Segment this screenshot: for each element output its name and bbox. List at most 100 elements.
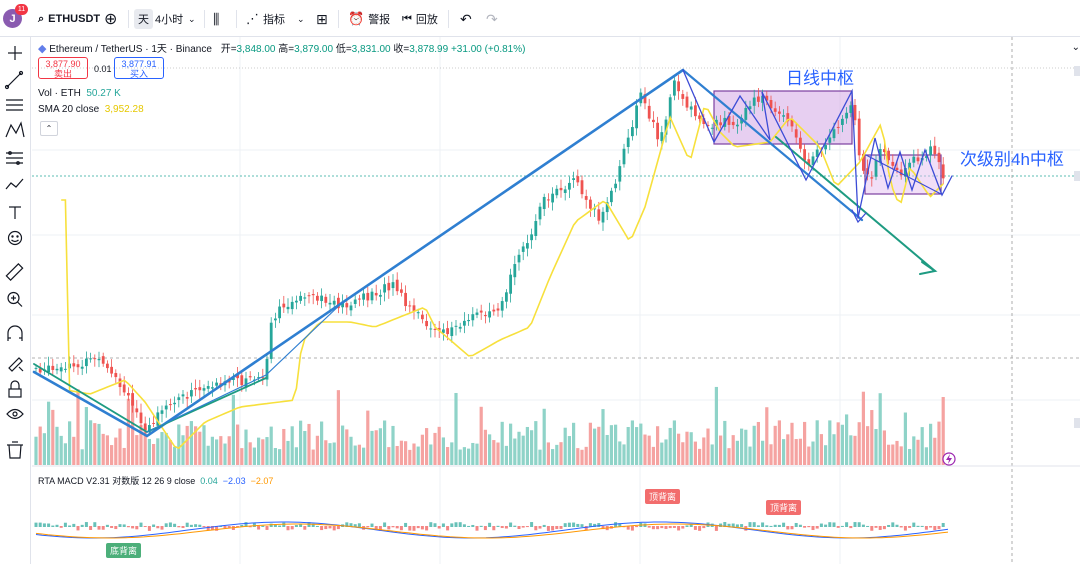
macd-histogram-bar [194,524,198,527]
volume-bar [941,397,945,465]
indicators-dropdown[interactable]: ⌄ [297,13,305,24]
volume-bar [626,427,630,465]
crosshair-icon[interactable] [8,46,22,60]
macd-histogram-bar [874,526,878,528]
analysis-drawings[interactable] [32,68,953,438]
volume-bar [622,444,626,465]
candle-body [269,322,273,359]
fib-icon[interactable] [6,151,23,165]
eye-icon[interactable] [6,408,24,420]
macd-histogram-bar [941,522,945,527]
text-icon[interactable] [9,206,21,219]
trash-icon[interactable] [7,441,23,459]
volume-bar [504,445,508,465]
candle-body [307,295,311,297]
top-divergence-tag-2[interactable]: 顶背离 [766,500,802,515]
volume-bar [777,420,781,465]
macd-histogram-bar [76,526,80,531]
horizontal-lines-icon[interactable] [6,99,23,111]
candle-body [442,329,445,333]
candle-body [698,115,701,119]
candle-body [841,118,844,125]
interval-4h-button[interactable]: 4小时 [155,14,184,26]
replay-button[interactable]: ⏮ 回放 [402,12,438,27]
layout-grid-icon[interactable]: ⊞ [316,10,328,27]
macd-histogram-bar [408,526,412,531]
volume-bar [101,433,105,465]
pattern-icon[interactable] [5,121,25,138]
candle-body [614,183,617,189]
volume-bar [299,420,303,465]
alert-button[interactable]: ⏰ 警报 [348,11,391,26]
candle-body [799,137,802,149]
collapse-legend-button[interactable]: ⌃ [40,121,58,136]
volume-bar [84,406,88,465]
candle-body [236,375,239,379]
macd-histogram-bar [345,522,349,527]
ruler-icon[interactable] [5,263,24,281]
volume-bar [870,410,874,465]
projection-arrow[interactable] [775,136,936,272]
lock-icon[interactable] [8,380,22,398]
volume-bar [740,428,744,465]
top-divergence-tag-1[interactable]: 顶背离 [645,489,681,504]
trend-line-icon[interactable] [4,70,24,90]
trend-up-main[interactable] [32,68,685,438]
sell-button[interactable]: 3,877.90 卖出 [38,57,88,79]
volume-bar [97,423,101,465]
macd-histogram-bar [404,522,408,527]
macd-histogram-bar [840,525,844,527]
trend-down-main[interactable] [681,68,864,222]
sub-up-line[interactable] [146,299,346,433]
zoom-in-icon[interactable] [7,291,23,307]
candle-body [471,314,475,321]
candle-body [55,368,59,371]
magnet-icon[interactable] [7,325,23,341]
symbol-search[interactable]: ⌕ ETHUSDT [38,9,100,29]
buy-button[interactable]: 3,877.91 买入 [114,57,164,79]
macd-pane [34,521,949,539]
lock-drawing-icon[interactable] [8,357,24,372]
macd-histogram-bar [450,523,454,527]
candle-body [122,384,126,393]
candle-body [198,387,202,391]
volume-bar [878,393,882,465]
macd-histogram-bar [294,525,298,527]
indicators-icon: ⋰ [246,11,259,26]
macd-histogram-bar [261,525,265,527]
redo-icon[interactable]: ↷ [486,10,498,27]
bottom-divergence-tag[interactable]: 底背离 [106,543,142,558]
h4-wave-lines[interactable] [857,137,953,219]
interval-day-button[interactable]: 天 [134,9,153,29]
sub-pivot-label[interactable]: 次级别4h中枢 [960,150,1064,169]
candle-body [362,293,365,300]
volume-bar [51,409,55,465]
forecast-icon[interactable] [5,178,24,190]
macd-histogram-bar [803,526,807,528]
volume-bar [311,449,315,465]
volume-bar [378,428,382,465]
undo-icon[interactable]: ↶ [460,10,472,27]
daily-wave-lines[interactable] [682,69,859,219]
macd-histogram-bar [496,525,500,527]
daily-pivot-zone[interactable] [713,90,853,145]
volume-bar [807,446,811,465]
interval-dropdown[interactable]: ⌄ [188,13,196,24]
macd-histogram-bar [383,522,387,527]
macd-histogram-bar [546,526,550,531]
macd-histogram-bar [685,525,689,527]
volume-bar [458,449,462,465]
candle-body [72,363,76,367]
volume-bar [933,437,937,465]
add-symbol-button[interactable]: ⊕ [104,11,118,28]
volume-bar [383,420,387,465]
volume-bar [416,446,420,465]
candle-type-icon[interactable]: ⫼ [213,10,220,27]
indicators-button[interactable]: ⋰ 指标 [246,11,285,26]
scale-dropdown-icon[interactable]: ⌄ [1071,42,1080,53]
price-chart[interactable] [32,37,1080,564]
legend-title[interactable]: Ethereum / TetherUS · 1天 · Binance [49,44,212,55]
daily-pivot-label[interactable]: 日线中枢 [786,69,854,88]
candle-body [731,121,735,126]
emoji-icon[interactable] [7,230,23,246]
